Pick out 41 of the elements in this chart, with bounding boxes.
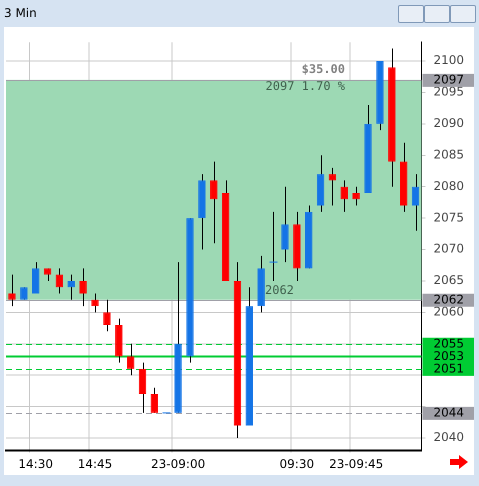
- x-tick-label: 14:30: [18, 456, 53, 471]
- chart-title: 3 Min: [4, 5, 38, 22]
- y-tick-label: 2080: [433, 178, 464, 193]
- annotation: $35.00: [302, 62, 345, 76]
- candlestick: [79, 268, 87, 307]
- y-tick-label: 2070: [433, 242, 464, 256]
- candlestick: [210, 161, 218, 244]
- candlestick: [32, 262, 40, 294]
- candlestick: [328, 167, 336, 206]
- ref-line-label: 2051: [433, 362, 464, 376]
- y-tick-label: 2100: [433, 53, 464, 68]
- candlestick: [269, 211, 278, 282]
- candlestick: [352, 186, 360, 206]
- x-tick-label: 23-09:00: [151, 456, 206, 471]
- candlestick: [412, 174, 420, 232]
- candlestick: [103, 299, 111, 332]
- y-tick-label: 2095: [433, 84, 464, 99]
- y-tick-label: 2065: [433, 273, 464, 288]
- y-tick-label: 2085: [433, 147, 464, 162]
- candlestick: [8, 274, 16, 307]
- y-tick-label: 2075: [433, 210, 464, 224]
- ref-line-label: 2097: [433, 72, 464, 87]
- annotation: 2097 1.70 %: [266, 79, 346, 94]
- candlestick: [68, 274, 75, 300]
- candlestick: [150, 387, 158, 414]
- ref-line-label: 2055: [433, 336, 464, 350]
- candlestick: [281, 186, 289, 263]
- y-tick-label: 2040: [433, 430, 464, 444]
- ref-line-label: 2044: [433, 406, 464, 420]
- annotation: 2062: [265, 282, 294, 297]
- y-tick-label: 2090: [433, 116, 464, 130]
- candlestick: [126, 343, 134, 376]
- x-tick-label: 09:30: [280, 456, 314, 471]
- ref-line-label: 2053: [433, 348, 464, 363]
- candlestick: [56, 268, 64, 294]
- candlestick: [138, 362, 146, 414]
- x-tick-label: 14:45: [78, 456, 112, 471]
- x-tick-label: 23-09:45: [329, 456, 384, 471]
- y-tick-label: 2060: [433, 304, 464, 318]
- ref-line-label: 2062: [433, 292, 464, 306]
- candlestick: [340, 180, 348, 212]
